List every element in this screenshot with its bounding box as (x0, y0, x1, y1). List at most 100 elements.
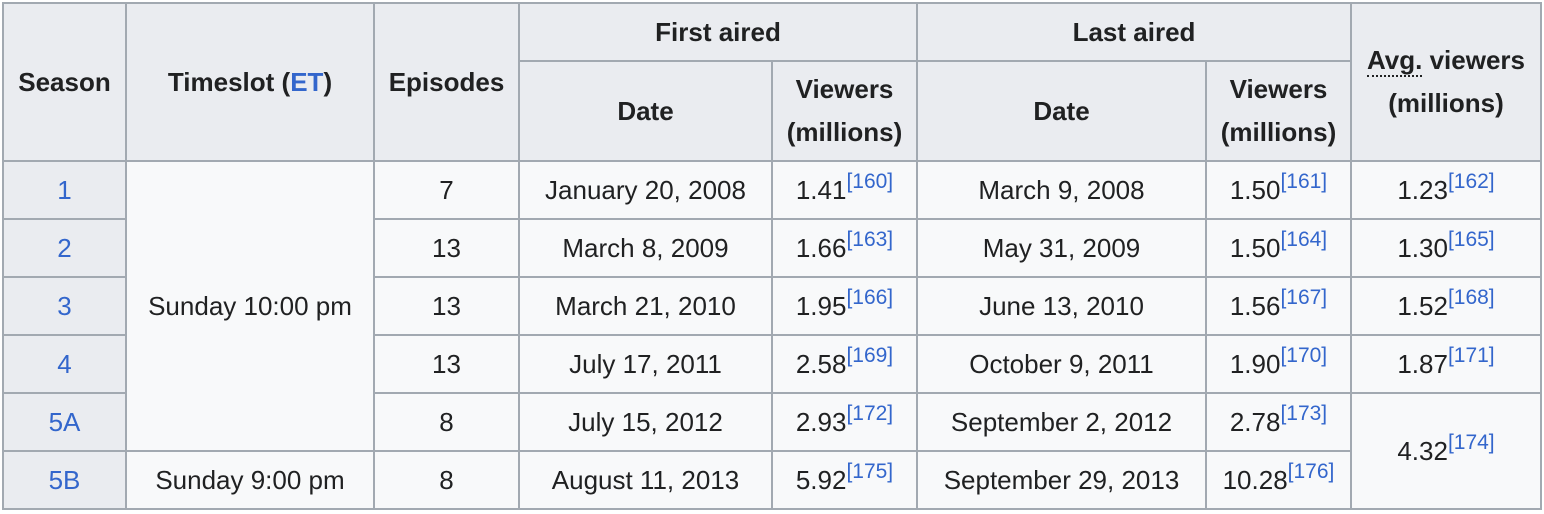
header-avg-viewers: Avg. viewers (millions) (1350, 2, 1542, 162)
last-viewers-label: Viewers (1229, 74, 1328, 104)
citation-link[interactable]: [163] (846, 227, 894, 251)
episodes-cell: 13 (373, 218, 520, 278)
citation-link[interactable]: [173] (1280, 401, 1328, 425)
episodes-cell: 7 (373, 160, 520, 220)
season-cell: 3 (2, 276, 127, 336)
header-timeslot-label: Timeslot ( (167, 66, 291, 97)
viewers-value: 1.90 (1229, 348, 1281, 379)
citation-link[interactable]: [175] (846, 459, 894, 483)
citation-link[interactable]: [165] (1447, 227, 1495, 251)
episodes-cell: 13 (373, 334, 520, 394)
last-viewers-cell: 1.50[161] (1205, 160, 1352, 220)
first-date-cell: July 15, 2012 (518, 392, 773, 452)
header-episodes: Episodes (373, 2, 520, 162)
avg-viewers-cell: 1.23[162] (1350, 160, 1542, 220)
last-date-cell: May 31, 2009 (916, 218, 1207, 278)
viewers-value: 1.41 (795, 174, 847, 205)
last-date-cell: October 9, 2011 (916, 334, 1207, 394)
timeslot-cell: Sunday 10:00 pm (125, 160, 375, 452)
citation-link[interactable]: [168] (1447, 285, 1495, 309)
first-date-cell: July 17, 2011 (518, 334, 773, 394)
header-first-aired: First aired (518, 2, 918, 62)
citation-link[interactable]: [167] (1280, 285, 1328, 309)
first-viewers-cell: 1.95[166] (771, 276, 918, 336)
header-last-date: Date (916, 60, 1207, 162)
avg-viewers-cell: 4.32[174] (1350, 392, 1542, 510)
last-date-cell: September 2, 2012 (916, 392, 1207, 452)
first-date-cell: August 11, 2013 (518, 450, 773, 510)
last-date-cell: September 29, 2013 (916, 450, 1207, 510)
header-last-aired: Last aired (916, 2, 1352, 62)
last-date-cell: March 9, 2008 (916, 160, 1207, 220)
first-viewers-label: Viewers (795, 74, 894, 104)
citation-link[interactable]: [174] (1447, 430, 1495, 454)
viewers-value: 2.93 (795, 406, 847, 437)
last-date-cell: June 13, 2010 (916, 276, 1207, 336)
avg-unit-label: (millions) (1388, 88, 1504, 118)
header-last-viewers: Viewers (millions) (1205, 60, 1352, 162)
episodes-cell: 8 (373, 450, 520, 510)
season-link[interactable]: 4 (57, 348, 72, 379)
citation-link[interactable]: [164] (1280, 227, 1328, 251)
avg-viewers-cell: 1.87[171] (1350, 334, 1542, 394)
first-viewers-cell: 2.58[169] (771, 334, 918, 394)
citation-link[interactable]: [171] (1447, 343, 1495, 367)
season-link[interactable]: 2 (57, 232, 72, 263)
season-link[interactable]: 1 (57, 174, 72, 205)
citation-link[interactable]: [162] (1447, 169, 1495, 193)
citation-link[interactable]: [169] (846, 343, 894, 367)
avg-value: 1.87 (1397, 348, 1448, 379)
header-first-date: Date (518, 60, 773, 162)
table-row: 5A 8 July 15, 2012 2.93[172] September 2… (2, 392, 1542, 510)
viewers-value: 2.58 (795, 348, 847, 379)
avg-abbreviation[interactable]: Avg. (1366, 45, 1423, 77)
season-cell: 1 (2, 160, 127, 220)
timeslot-cell: Sunday 9:00 pm (125, 450, 375, 510)
viewers-value: 5.92 (795, 464, 847, 495)
citation-link[interactable]: [176] (1287, 459, 1335, 483)
last-viewers-cell: 1.90[170] (1205, 334, 1352, 394)
table-row: 5B Sunday 9:00 pm 8 August 11, 2013 5.92… (2, 450, 1541, 510)
season-cell: 5A (2, 392, 127, 452)
viewers-value: 1.66 (795, 232, 847, 263)
first-viewers-cell: 5.92[175] (771, 450, 918, 510)
last-viewers-cell: 2.78[173] (1205, 392, 1352, 452)
last-viewers-cell: 1.56[167] (1205, 276, 1352, 336)
season-link[interactable]: 3 (57, 290, 72, 321)
season-link[interactable]: 5B (48, 464, 81, 495)
first-viewers-cell: 2.93[172] (771, 392, 918, 452)
viewers-value: 10.28 (1222, 464, 1288, 495)
header-season: Season (2, 2, 127, 162)
et-link[interactable]: ET (290, 66, 324, 97)
first-viewers-cell: 1.66[163] (771, 218, 918, 278)
header-timeslot: Timeslot (ET) (125, 2, 375, 162)
table-row: 3 13 March 21, 2010 1.95[166] June 13, 2… (2, 276, 1542, 336)
episodes-cell: 8 (373, 392, 520, 452)
first-viewers-unit: (millions) (786, 117, 903, 147)
header-timeslot-close: ) (323, 66, 333, 97)
season-cell: 5B (2, 450, 127, 510)
season-cell: 4 (2, 334, 127, 394)
first-date-cell: January 20, 2008 (518, 160, 773, 220)
citation-link[interactable]: [161] (1280, 169, 1328, 193)
citation-link[interactable]: [166] (846, 285, 894, 309)
first-date-cell: March 8, 2009 (518, 218, 773, 278)
table-row: 4 13 July 17, 2011 2.58[169] October 9, … (2, 334, 1542, 394)
episodes-cell: 13 (373, 276, 520, 336)
viewers-value: 1.50 (1229, 232, 1281, 263)
table-row: 1 Sunday 10:00 pm 7 January 20, 2008 1.4… (2, 160, 1542, 452)
avg-value: 4.32 (1397, 435, 1448, 466)
season-link[interactable]: 5A (48, 406, 81, 437)
citation-link[interactable]: [170] (1280, 343, 1328, 367)
first-date-cell: March 21, 2010 (518, 276, 773, 336)
citation-link[interactable]: [160] (846, 169, 894, 193)
season-cell: 2 (2, 218, 127, 278)
avg-value: 1.30 (1397, 232, 1448, 263)
avg-value: 1.52 (1397, 290, 1448, 321)
avg-viewers-cell: 1.52[168] (1350, 276, 1542, 336)
first-viewers-cell: 1.41[160] (771, 160, 918, 220)
table-row: 2 13 March 8, 2009 1.66[163] May 31, 200… (2, 218, 1542, 278)
citation-link[interactable]: [172] (846, 401, 894, 425)
avg-viewers-label: viewers (1422, 45, 1526, 75)
